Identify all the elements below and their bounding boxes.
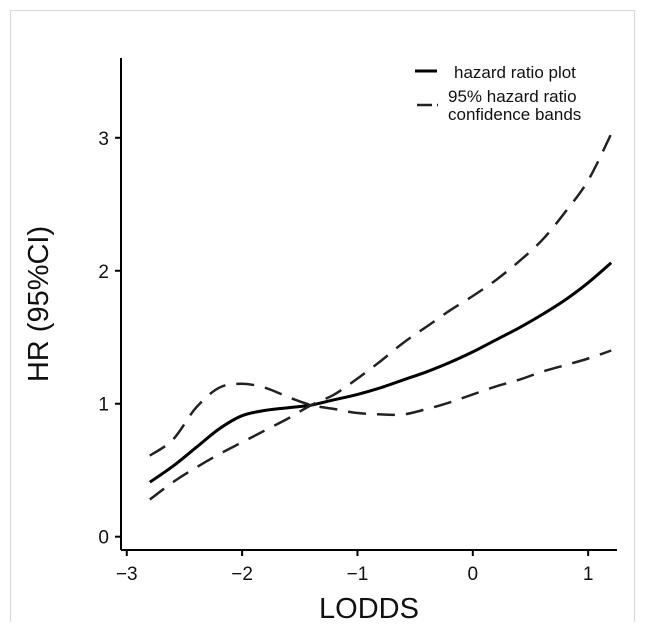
hazard-ratio-line — [148, 261, 613, 484]
x-tick-label: −2 — [231, 564, 253, 585]
legend-label-hazard-ratio: hazard ratio plot — [454, 63, 576, 82]
y-tick-label: 1 — [98, 395, 109, 416]
y-tick-label: 2 — [98, 262, 109, 283]
upper-confidence-band — [149, 133, 613, 501]
ticks: −3 −2 −1 0 1 0 1 2 3 — [98, 129, 593, 585]
series-group — [148, 133, 613, 501]
x-tick-label: −1 — [347, 564, 369, 585]
legend-label-confidence-line2: confidence bands — [448, 105, 581, 124]
x-axis-label: LODDS — [319, 593, 419, 624]
x-tick-label: 1 — [583, 564, 594, 585]
chart-frame — [10, 10, 635, 622]
y-tick-label: 3 — [98, 129, 109, 150]
lower-confidence-band — [149, 349, 612, 457]
x-tick-label: −3 — [116, 564, 138, 585]
axes — [120, 58, 617, 551]
y-tick-label: 0 — [98, 528, 109, 549]
legend-label-confidence-line1: 95% hazard ratio — [448, 87, 577, 106]
legend: hazard ratio plot 95% hazard ratioconfide… — [415, 63, 581, 124]
x-tick-label: 0 — [468, 564, 479, 585]
y-axis-label: HR (95%CI) — [23, 226, 55, 382]
